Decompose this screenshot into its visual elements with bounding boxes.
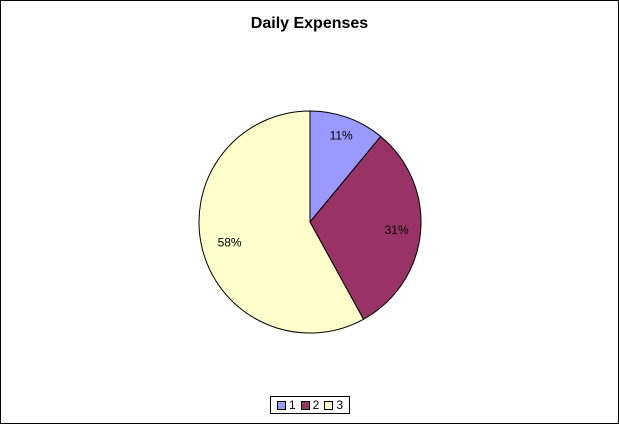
- legend-label-2: 2: [312, 398, 320, 412]
- data-label-3: 58%: [218, 236, 242, 250]
- legend-entry-3: 3: [324, 399, 343, 411]
- data-label-1: 11%: [330, 128, 353, 142]
- legend-entry-1: 1: [276, 398, 296, 412]
- pie-slice-3: [198, 110, 365, 334]
- legend-entry-2: 2: [300, 398, 320, 412]
- pie-slice-1: [309, 110, 382, 224]
- legend-label-1: 1: [288, 398, 296, 412]
- legend: 1 2 3: [270, 396, 350, 414]
- legend-label-3: 3: [336, 398, 344, 412]
- legend-swatch-2: [300, 400, 310, 410]
- data-label-2: 31%: [385, 223, 409, 237]
- legend-swatch-1: [276, 400, 286, 410]
- legend-swatch-3: [324, 400, 334, 410]
- chart-title: Daily Expenses: [250, 15, 369, 32]
- pie-slice-2: [309, 135, 422, 320]
